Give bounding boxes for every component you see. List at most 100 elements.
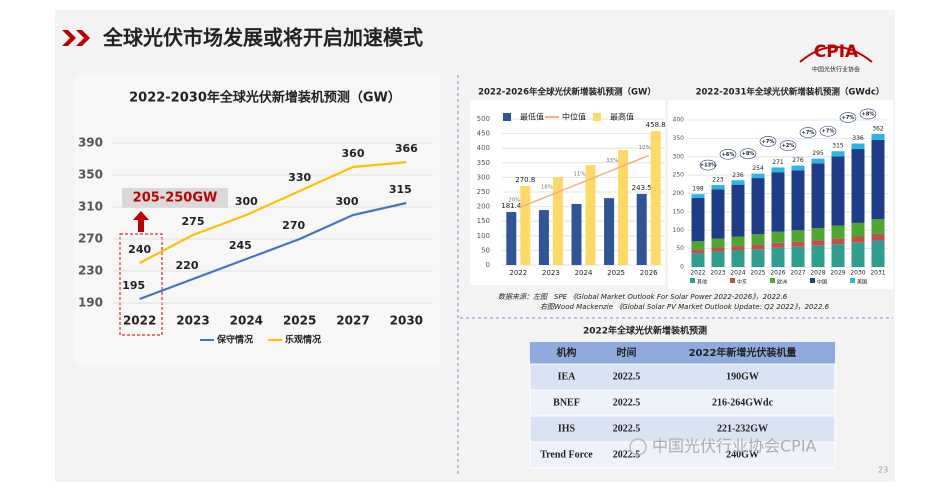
- growth-label: +8%: [862, 111, 875, 117]
- x-tick-label: 2024: [730, 270, 745, 277]
- data-label: 245: [229, 239, 252, 252]
- table-row-bg: [529, 415, 836, 443]
- bar: [552, 177, 563, 265]
- data-label: 270.8: [515, 176, 535, 184]
- bar: [571, 203, 582, 265]
- chevrons: [62, 30, 90, 46]
- y-tick-label: 250: [673, 172, 685, 179]
- legend-label: 中位值: [562, 112, 586, 122]
- x-tick-label: 2028: [810, 270, 825, 277]
- bar-segment: [811, 240, 825, 246]
- legend-swatch: [690, 278, 695, 283]
- bar-segment: [791, 241, 805, 247]
- total-label: 271: [772, 159, 784, 166]
- bar-segment: [691, 241, 705, 250]
- y-tick-label: 390: [78, 136, 103, 150]
- bar-segment: [731, 246, 745, 251]
- y-tick-label: 450: [477, 130, 490, 138]
- bar-segment: [751, 173, 765, 179]
- y-tick-label: 230: [78, 264, 103, 278]
- table-cell: IEA: [558, 371, 577, 382]
- bar-segment: [811, 245, 825, 267]
- table-row-bg: [529, 363, 836, 391]
- y-tick-label: 190: [78, 296, 103, 310]
- growth-label: +7%: [762, 139, 775, 145]
- y-tick-label: 350: [477, 159, 490, 167]
- bar: [538, 210, 549, 265]
- growth-label: +8%: [742, 151, 755, 157]
- legend-swatch: [810, 278, 815, 283]
- bar-segment: [771, 172, 785, 232]
- table-title: 2022年全球光伏新增装机预测: [583, 325, 707, 337]
- logo-arc: [799, 46, 873, 63]
- bar-segment: [731, 250, 745, 267]
- x-tick-label: 2023: [176, 314, 209, 328]
- bar-segment: [831, 156, 845, 226]
- annotation: 20%: [508, 198, 520, 204]
- bar-segment: [771, 167, 785, 173]
- bar-segment: [731, 180, 745, 185]
- x-tick-label: 2025: [607, 269, 625, 277]
- x-tick-label: 2024: [230, 314, 263, 328]
- x-tick-label: 2023: [710, 270, 725, 277]
- bar-segment: [851, 236, 865, 243]
- table-cell: 2022.5: [613, 371, 641, 382]
- growth-bubble: [799, 127, 817, 138]
- legend-label: 欧洲: [777, 279, 787, 286]
- x-tick-label: 2024: [575, 269, 593, 277]
- total-label: 276: [792, 157, 804, 164]
- bar-segment: [791, 230, 805, 242]
- legend-label: 乐观情况: [285, 334, 321, 346]
- y-tick-label: 350: [78, 168, 103, 182]
- legend-label: 美国: [857, 279, 867, 286]
- table-cell: 221-232GW: [717, 423, 768, 434]
- arrow: [133, 211, 149, 232]
- y-tick-label: 400: [477, 144, 490, 152]
- x-tick-label: 2025: [750, 270, 765, 277]
- table-cell: 2022.5: [613, 449, 641, 460]
- bar-segment: [811, 228, 825, 241]
- data-label: 315: [389, 183, 412, 196]
- bar-segment: [831, 238, 845, 245]
- annotation-box: [122, 188, 228, 208]
- growth-bubble: [859, 108, 877, 120]
- data-label: 220: [176, 259, 199, 272]
- table-cell: 216-264GWdc: [712, 397, 774, 408]
- table-cell: 190GW: [726, 371, 759, 382]
- legend-swatch: [850, 278, 855, 283]
- bar-segment: [871, 240, 885, 267]
- bar-segment: [811, 158, 825, 164]
- bar: [506, 212, 517, 265]
- bar-segment: [691, 197, 705, 242]
- total-label: 295: [812, 150, 824, 157]
- highlight: [119, 233, 163, 336]
- source: 数据来源：左图 SPE 《Global Market Outlook For S…: [498, 293, 788, 301]
- data-label: 181.4: [501, 202, 522, 210]
- bar-segment: [851, 242, 865, 267]
- y-tick-label: 350: [673, 135, 685, 142]
- data-label: 458.8: [646, 121, 666, 129]
- chart-title: 2022-2026年全球光伏新增装机预测（GW）: [478, 87, 656, 98]
- total-label: 336: [852, 135, 864, 142]
- data-label: 243.5: [632, 184, 652, 192]
- bar-segment: [711, 238, 725, 248]
- bar-segment: [711, 185, 725, 190]
- table-row-bg: [529, 441, 836, 469]
- y-tick-label: 150: [477, 217, 490, 225]
- y-tick-label: 500: [477, 115, 490, 123]
- data-label: 330: [288, 171, 311, 184]
- x-tick-label: 2022: [509, 269, 527, 277]
- y-tick-label: 200: [477, 203, 490, 211]
- growth-label: +13%: [700, 163, 716, 169]
- legend-label: 最低值: [520, 112, 544, 122]
- legend-swatch: [770, 278, 775, 283]
- legend-swatch: [593, 113, 601, 121]
- table-cell: 240GW: [726, 449, 759, 460]
- bar-segment: [691, 249, 705, 254]
- logo: CPIA: [814, 42, 859, 62]
- y-tick-label: 0: [486, 261, 490, 269]
- legend-label: 其他: [697, 279, 707, 286]
- legend-swatch: [730, 278, 735, 283]
- growth-bubble: [699, 159, 717, 171]
- x-tick-label: 2025: [283, 314, 316, 328]
